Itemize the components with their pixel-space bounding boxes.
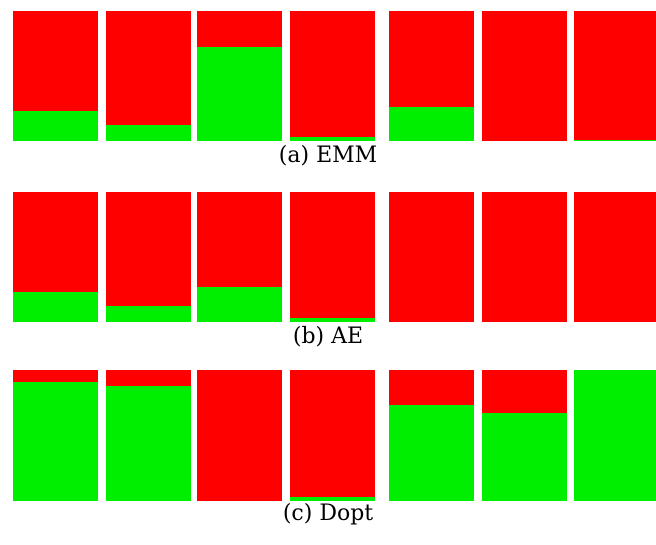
bar-segment-green bbox=[13, 292, 98, 322]
bar-segment-red bbox=[106, 192, 191, 307]
chart-caption: (b) AE bbox=[292, 324, 364, 349]
stacked-bar bbox=[197, 11, 282, 141]
stacked-bar bbox=[290, 11, 375, 141]
bar-segment-red bbox=[106, 370, 191, 386]
bar-segment-green bbox=[389, 405, 474, 501]
chart-caption: (a) EMM bbox=[278, 143, 378, 168]
bar-segment-red bbox=[389, 11, 474, 108]
bar-segment-red bbox=[290, 11, 375, 138]
bar-segment-green bbox=[290, 318, 375, 322]
stacked-bar bbox=[106, 192, 191, 322]
bar-segment-red bbox=[389, 192, 474, 322]
stacked-bar bbox=[13, 370, 98, 501]
stacked-bar bbox=[389, 192, 474, 322]
bar-segment-green bbox=[106, 125, 191, 141]
bar-segment-red bbox=[482, 370, 567, 414]
stacked-bar bbox=[106, 11, 191, 141]
bar-segment-green bbox=[13, 111, 98, 141]
stacked-bar bbox=[574, 11, 656, 141]
bar-segment-green bbox=[290, 497, 375, 501]
bar-segment-red bbox=[197, 192, 282, 287]
stacked-bar bbox=[389, 11, 474, 141]
bar-segment-green bbox=[197, 47, 282, 141]
stacked-bar bbox=[482, 192, 567, 322]
stacked-bar bbox=[389, 370, 474, 501]
bar-segment-red bbox=[197, 11, 282, 48]
bar-segment-green bbox=[482, 413, 567, 501]
stacked-bar bbox=[13, 11, 98, 141]
bar-segment-red bbox=[197, 370, 282, 501]
bar-segment-green bbox=[106, 385, 191, 501]
stacked-bar bbox=[13, 192, 98, 322]
bar-segment-red bbox=[389, 370, 474, 406]
bar-segment-green bbox=[13, 381, 98, 501]
stacked-bar bbox=[482, 11, 567, 141]
bar-segment-red bbox=[482, 11, 567, 141]
bar-segment-green bbox=[574, 139, 656, 141]
stacked-bar bbox=[482, 370, 567, 501]
bar-segment-green bbox=[197, 286, 282, 322]
bar-segment-red bbox=[574, 11, 656, 140]
chart-caption: (c) Dopt bbox=[282, 501, 374, 526]
stacked-bar bbox=[197, 370, 282, 501]
bar-segment-red bbox=[290, 370, 375, 498]
stacked-bar bbox=[106, 370, 191, 501]
bar-segment-red bbox=[482, 192, 567, 322]
bar-segment-green bbox=[389, 107, 474, 141]
stacked-bar bbox=[574, 192, 656, 322]
bar-segment-red bbox=[574, 192, 656, 322]
bar-segment-red bbox=[13, 192, 98, 293]
bar-segment-red bbox=[13, 370, 98, 382]
bar-segment-green bbox=[574, 370, 656, 501]
stacked-bar bbox=[290, 192, 375, 322]
stacked-bar bbox=[290, 370, 375, 501]
bar-segment-green bbox=[106, 306, 191, 322]
bar-segment-green bbox=[290, 137, 375, 141]
bar-segment-red bbox=[13, 11, 98, 112]
stacked-bar bbox=[197, 192, 282, 322]
bar-segment-red bbox=[106, 11, 191, 126]
bar-segment-red bbox=[290, 192, 375, 319]
stacked-bar bbox=[574, 370, 656, 501]
